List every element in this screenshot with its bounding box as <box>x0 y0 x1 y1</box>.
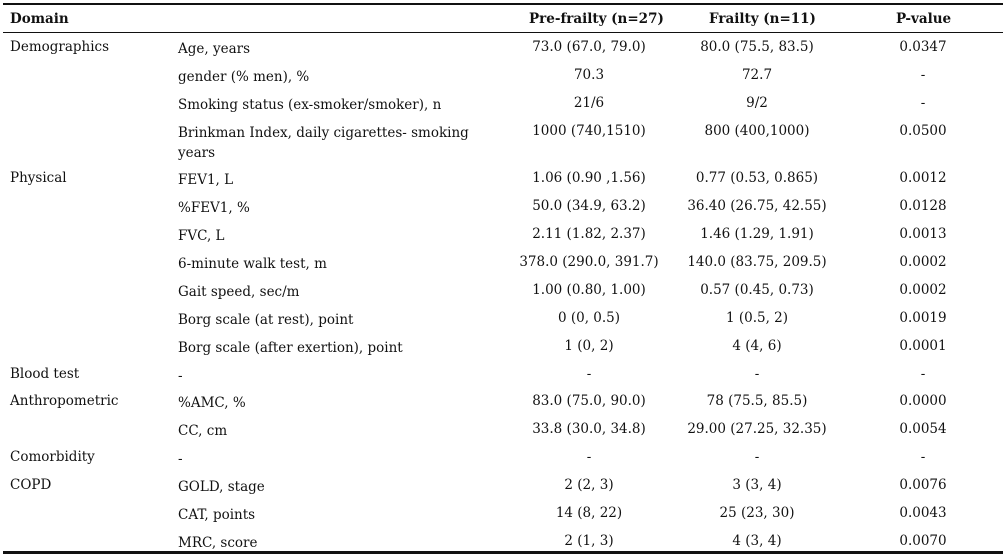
header-p-value: P-value <box>896 11 952 27</box>
row-p-value: 0.0013 <box>899 226 947 242</box>
row-p-value: 0.0070 <box>899 533 947 549</box>
row-domain: Blood test <box>10 366 80 382</box>
row-p-value: 0.0012 <box>899 170 947 186</box>
row-pre-frailty: 0 (0, 0.5) <box>557 310 621 326</box>
row-item: GOLD, stage <box>178 479 265 495</box>
row-item: 6-minute walk test, m <box>178 256 327 272</box>
row-p-value: 0.0500 <box>899 123 947 139</box>
row-frailty: 4 (4, 6) <box>732 338 782 354</box>
row-frailty: 3 (3, 4) <box>732 477 782 493</box>
row-frailty: 800 (400,1000) <box>704 123 810 139</box>
row-p-value: 0.0000 <box>899 393 947 409</box>
row-pre-frailty: 1 (0, 2) <box>564 338 614 354</box>
row-item: - <box>178 451 183 467</box>
row-pre-frailty: - <box>586 449 592 465</box>
row-frailty: 1.46 (1.29, 1.91) <box>700 226 814 242</box>
row-pre-frailty: 378.0 (290.0, 391.7) <box>519 254 659 270</box>
row-frailty: 78 (75.5, 85.5) <box>706 393 808 409</box>
row-domain: Physical <box>10 170 67 186</box>
row-frailty: 29.00 (27.25, 32.35) <box>687 421 827 437</box>
row-frailty: 1 (0.5, 2) <box>725 310 789 326</box>
row-item: gender (% men), % <box>178 69 310 85</box>
row-p-value: 0.0002 <box>899 282 947 298</box>
row-p-value: 0.0347 <box>899 39 947 55</box>
row-pre-frailty: 14 (8, 22) <box>555 505 623 521</box>
row-frailty: 36.40 (26.75, 42.55) <box>687 198 827 214</box>
row-item: Smoking status (ex-smoker/smoker), n <box>178 97 442 113</box>
row-domain: Demographics <box>10 39 110 55</box>
row-p-value: - <box>920 95 926 111</box>
row-pre-frailty: 50.0 (34.9, 63.2) <box>532 198 646 214</box>
row-pre-frailty: - <box>586 366 592 382</box>
row-p-value: 0.0076 <box>899 477 947 493</box>
row-item: Gait speed, sec/m <box>178 284 300 300</box>
frailty-comparison-table: Domain Pre-frailty (n=27) Frailty (n=11)… <box>3 0 1003 556</box>
row-item: Brinkman Index, daily cigarettes- smokin… <box>178 125 469 161</box>
row-pre-frailty: 2 (1, 3) <box>564 533 614 549</box>
row-pre-frailty: 2 (2, 3) <box>564 477 614 493</box>
row-p-value: - <box>920 67 926 83</box>
row-pre-frailty: 73.0 (67.0, 79.0) <box>532 39 646 55</box>
row-item: Borg scale (at rest), point <box>178 312 354 328</box>
row-pre-frailty: 1.06 (0.90 ,1.56) <box>532 170 646 186</box>
row-p-value: 0.0128 <box>899 198 947 214</box>
header-frailty: Frailty (n=11) <box>709 11 816 27</box>
row-p-value: 0.0043 <box>899 505 947 521</box>
row-pre-frailty: 1.00 (0.80, 1.00) <box>532 282 646 298</box>
row-item: FVC, L <box>178 228 225 244</box>
table-bottom-rule <box>3 551 1003 554</box>
row-domain: Comorbidity <box>10 449 95 465</box>
row-pre-frailty: 83.0 (75.0, 90.0) <box>532 393 646 409</box>
row-p-value: 0.0002 <box>899 254 947 270</box>
row-p-value: 0.0054 <box>899 421 947 437</box>
row-p-value: - <box>920 366 926 382</box>
header-domain: Domain <box>10 11 69 27</box>
row-item: CC, cm <box>178 423 228 439</box>
row-item: %AMC, % <box>178 395 246 411</box>
row-item: Borg scale (after exertion), point <box>178 340 403 356</box>
row-item: %FEV1, % <box>178 200 250 216</box>
row-frailty: 9/2 <box>746 95 768 111</box>
row-p-value: 0.0001 <box>899 338 947 354</box>
row-pre-frailty: 2.11 (1.82, 2.37) <box>532 226 646 242</box>
row-item: MRC, score <box>178 535 258 551</box>
table-top-rule <box>3 3 1003 5</box>
table-header-rule <box>3 32 1003 33</box>
row-frailty: 80.0 (75.5, 83.5) <box>700 39 814 55</box>
header-pre-frailty: Pre-frailty (n=27) <box>529 11 664 27</box>
table-header-row: Domain Pre-frailty (n=27) Frailty (n=11)… <box>3 6 1003 32</box>
row-frailty: 25 (23, 30) <box>719 505 795 521</box>
row-frailty: 0.77 (0.53, 0.865) <box>695 170 819 186</box>
row-pre-frailty: 1000 (740,1510) <box>532 123 646 139</box>
row-item: FEV1, L <box>178 172 234 188</box>
row-p-value: - <box>920 449 926 465</box>
row-pre-frailty: 21/6 <box>573 95 605 111</box>
row-item: - <box>178 368 183 384</box>
row-frailty: 72.7 <box>741 67 773 83</box>
row-frailty: 4 (3, 4) <box>732 533 782 549</box>
row-pre-frailty: 70.3 <box>573 67 605 83</box>
row-p-value: 0.0019 <box>899 310 947 326</box>
row-frailty: 140.0 (83.75, 209.5) <box>687 254 827 270</box>
row-frailty: 0.57 (0.45, 0.73) <box>700 282 814 298</box>
row-frailty: - <box>754 449 760 465</box>
row-item: Age, years <box>178 41 251 57</box>
row-domain: COPD <box>10 477 52 493</box>
row-pre-frailty: 33.8 (30.0, 34.8) <box>532 421 646 437</box>
row-domain: Anthropometric <box>10 393 119 409</box>
row-frailty: - <box>754 366 760 382</box>
row-item: CAT, points <box>178 507 256 523</box>
